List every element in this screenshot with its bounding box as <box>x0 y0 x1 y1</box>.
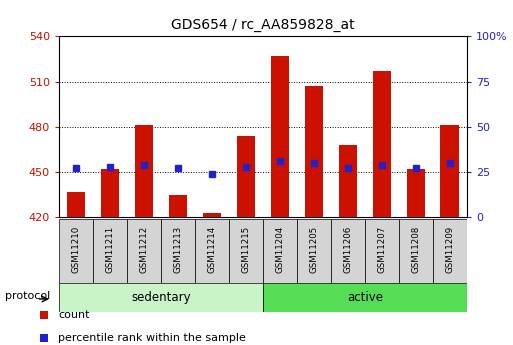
Bar <box>127 219 161 283</box>
Bar <box>229 219 263 283</box>
Bar <box>101 169 120 217</box>
Bar <box>67 192 85 217</box>
Bar <box>305 86 323 217</box>
Text: GSM11205: GSM11205 <box>309 226 319 273</box>
Bar <box>263 283 467 312</box>
Bar <box>270 56 289 217</box>
Bar <box>93 219 127 283</box>
Bar <box>195 219 229 283</box>
Bar <box>365 219 399 283</box>
Text: GSM11204: GSM11204 <box>275 226 284 273</box>
Bar <box>59 219 93 283</box>
Text: GSM11214: GSM11214 <box>207 226 216 273</box>
Text: GSM11207: GSM11207 <box>378 226 386 273</box>
Text: GSM11209: GSM11209 <box>445 226 455 273</box>
Bar <box>263 219 297 283</box>
Text: GSM11208: GSM11208 <box>411 226 420 273</box>
Bar <box>399 219 433 283</box>
Text: GSM11215: GSM11215 <box>242 226 250 273</box>
Bar <box>441 125 459 217</box>
Title: GDS654 / rc_AA859828_at: GDS654 / rc_AA859828_at <box>171 18 354 32</box>
Bar <box>331 219 365 283</box>
Bar <box>161 219 195 283</box>
Text: count: count <box>58 310 89 320</box>
Text: protocol: protocol <box>5 291 50 301</box>
Bar <box>406 169 425 217</box>
Bar <box>236 136 255 217</box>
Bar <box>433 219 467 283</box>
Text: GSM11213: GSM11213 <box>173 226 183 273</box>
Bar <box>203 213 221 217</box>
Text: active: active <box>347 291 383 304</box>
Bar <box>372 71 391 217</box>
Text: GSM11206: GSM11206 <box>343 226 352 273</box>
Text: percentile rank within the sample: percentile rank within the sample <box>58 333 246 343</box>
Bar <box>297 219 331 283</box>
Text: GSM11210: GSM11210 <box>71 226 81 273</box>
Text: GSM11211: GSM11211 <box>106 226 114 273</box>
Bar <box>134 125 153 217</box>
Text: GSM11212: GSM11212 <box>140 226 148 273</box>
Bar <box>339 145 357 217</box>
Bar <box>59 283 263 312</box>
Text: sedentary: sedentary <box>131 291 191 304</box>
Bar <box>169 195 187 217</box>
